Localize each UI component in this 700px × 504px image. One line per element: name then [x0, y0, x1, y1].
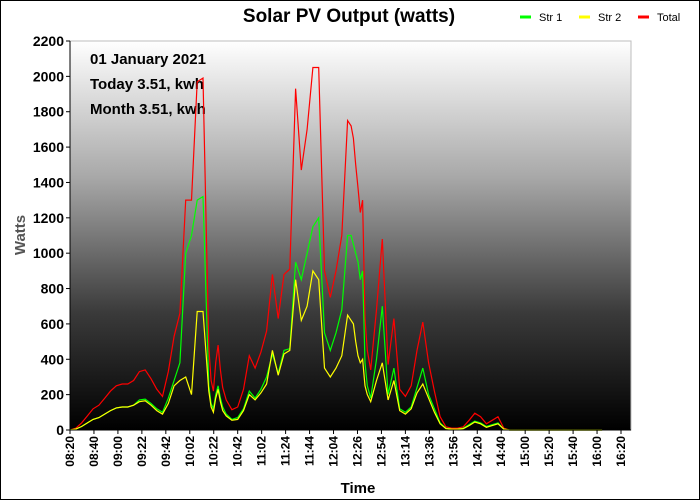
x-tick-label: 09:00	[111, 436, 125, 467]
x-tick-label: 12:26	[350, 436, 364, 467]
y-axis-label: Watts	[12, 215, 29, 255]
x-tick-label: 13:56	[446, 436, 460, 467]
x-tick-label: 15:40	[566, 436, 580, 467]
legend-item-str-1: Str 1	[520, 12, 562, 24]
y-tick-label: 0	[56, 422, 64, 438]
x-tick-label: 13:14	[398, 436, 412, 467]
x-axis-label: Time	[341, 480, 376, 497]
x-tick-label: 12:04	[327, 436, 341, 467]
x-tick-label: 16:00	[590, 436, 604, 467]
legend-label: Str 1	[539, 12, 562, 24]
chart-title: Solar PV Output (watts)	[243, 6, 455, 27]
x-tick-label: 09:22	[135, 436, 149, 467]
x-tick-label: 13:36	[422, 436, 436, 467]
series-lines	[69, 66, 603, 431]
annotations: 01 January 2021 Today 3.51, kwh Month 3.…	[90, 51, 206, 118]
x-tick-label: 08:40	[87, 436, 101, 467]
annotation-date: 01 January 2021	[90, 51, 206, 68]
legend-item-total: Total	[638, 12, 680, 24]
y-tick-label: 800	[41, 281, 65, 297]
x-tick-label: 10:22	[207, 436, 221, 467]
x-tick-label: 11:24	[279, 436, 293, 466]
legend: Str 1 Str 2 Total	[520, 12, 680, 24]
x-tick-label: 09:42	[159, 436, 173, 467]
x-tick-label: 12:54	[374, 436, 388, 467]
x-tick-label: 10:02	[183, 436, 197, 467]
x-axis: 08:20 08:40 09:00 09:22 09:42 10:02 10:22 10:42…	[63, 429, 631, 467]
y-tick-label: 1600	[33, 139, 64, 155]
y-tick-label: 200	[41, 387, 65, 403]
y-tick-label: 1400	[33, 174, 64, 190]
x-tick-label: 11:02	[255, 436, 269, 466]
y-axis: 0 200 400 600 800 1000 1200 1400 1600 1800 2000 220…	[33, 33, 71, 438]
series-line-str-2	[69, 269, 603, 431]
legend-label: Str 2	[598, 12, 621, 24]
y-tick-label: 2000	[33, 68, 64, 84]
y-tick-label: 1200	[33, 210, 64, 226]
x-tick-label: 15:20	[542, 436, 556, 467]
x-tick-label: 14:40	[494, 436, 508, 467]
series-line-total	[69, 66, 603, 431]
x-tick-label: 11:44	[303, 436, 317, 466]
x-tick-label: 16:20	[614, 436, 628, 467]
annotation-today: Today 3.51, kwh	[90, 76, 204, 93]
y-tick-label: 1000	[33, 245, 64, 261]
x-tick-label: 08:20	[63, 436, 77, 467]
x-tick-label: 15:00	[518, 436, 532, 467]
legend-item-str-2: Str 2	[579, 12, 621, 24]
y-tick-label: 1800	[33, 104, 64, 120]
y-tick-label: 2200	[33, 33, 64, 49]
y-tick-label: 600	[41, 316, 65, 332]
legend-label: Total	[657, 12, 680, 24]
x-tick-label: 14:20	[470, 436, 484, 467]
annotation-month: Month 3.51, kwh	[90, 101, 206, 118]
x-tick-label: 10:42	[231, 436, 245, 467]
y-tick-label: 400	[41, 351, 65, 367]
